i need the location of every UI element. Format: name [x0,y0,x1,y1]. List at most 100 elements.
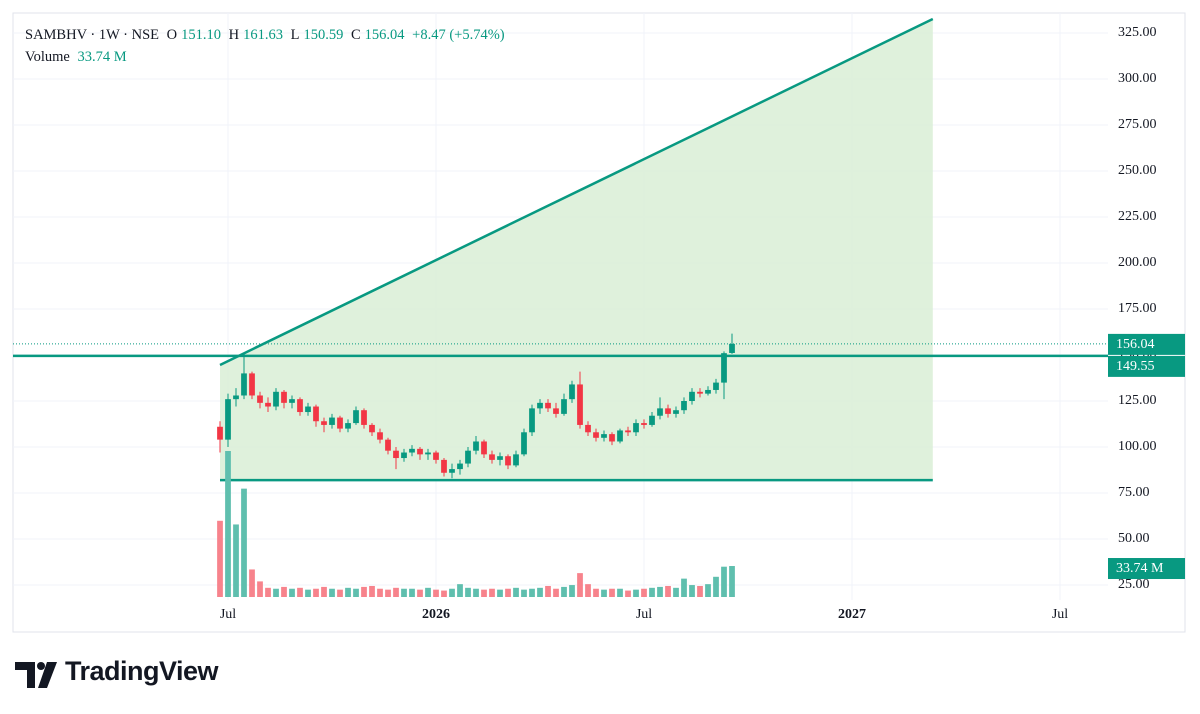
volume-badge: 33.74 M [1116,561,1164,576]
candle-body [217,426,223,440]
ohlc-letter: O [166,27,178,43]
volume-bar [369,585,375,597]
change-value: +8.47 (+5.74%) [412,27,505,43]
volume-bar [657,586,663,597]
candle-body [481,441,487,455]
candle-body [273,391,279,407]
y-tick-label: 100.00 [1118,439,1157,454]
volume-bar [465,587,471,597]
y-tick-label: 50.00 [1118,531,1150,546]
candle-body [449,469,455,473]
y-tick-label: 125.00 [1118,393,1157,408]
volume-bar [409,588,415,597]
volume-bar [345,587,351,597]
volume-bar [705,584,711,597]
candle-body [345,423,351,429]
volume-bar [689,585,695,597]
candle-body [729,343,735,353]
volume-bar [585,584,591,597]
candle-body [665,408,671,414]
hline-badge: 149.55 [1116,359,1155,374]
candle-body [265,402,271,407]
volume-bar [217,520,223,597]
y-tick-label: 225.00 [1118,209,1157,224]
volume-bar [505,588,511,597]
low-value: 150.59 [303,27,344,43]
volume-bar [529,588,535,597]
volume-bar [497,589,503,597]
volume-bar [417,589,423,597]
candle-body [625,430,631,433]
volume-bar [489,588,495,597]
candle-body [249,373,255,396]
candle-body [521,432,527,455]
symbol: SAMBHV · 1W · NSE [25,27,160,43]
candle-body [561,399,567,414]
volume-badge-bg [1108,558,1185,580]
ohlc-letter: L [290,27,300,43]
candle-body [393,450,399,459]
volume-value: 33.74 M [77,49,127,65]
candle-body [281,391,287,403]
x-tick-label: Jul [220,607,236,622]
candle-body [369,424,375,433]
y-tick-label: 175.00 [1118,301,1157,316]
y-tick-label: 200.00 [1118,255,1157,270]
drawings [13,17,1108,482]
volume-bar [241,488,247,597]
volume-bar [641,588,647,597]
candle-body [545,402,551,409]
candle-body [297,399,303,413]
brand: TradingView [65,656,219,686]
candle-body [353,410,359,424]
candle-body [473,441,479,451]
candle-body [577,384,583,425]
candle-body [553,408,559,414]
volume-bar [281,586,287,597]
candle-body [489,454,495,460]
close-badge: 156.04 [1116,337,1155,352]
volume-bar [481,589,487,597]
candle-body [681,401,687,411]
y-tick-label: 75.00 [1118,485,1150,500]
volume-bar [393,587,399,597]
candle-body [465,450,471,464]
volume-title: Volume [25,49,70,65]
price-legend: SAMBHV · 1W · NSE O 151.10 H 161.63 L 150.5… [25,24,509,46]
volume-bar [633,589,639,597]
volume-bar [545,585,551,597]
volume-bar [321,586,327,597]
trend-line [219,17,934,367]
high-value: 161.63 [243,27,283,43]
candle-body [617,430,623,442]
volume-bar [625,590,631,597]
candle-body [673,410,679,414]
candle-body [585,424,591,433]
volume-bar [425,587,431,597]
candle-body [425,452,431,455]
x-tick-label: 2027 [838,607,866,622]
candle-body [601,434,607,438]
volume-bar [249,569,255,597]
volume-bar [649,587,655,597]
candle-body [537,402,543,409]
volume-bar [289,588,295,597]
y-tick-label: 250.00 [1118,163,1157,178]
volume-pane [217,451,735,597]
volume-bar [473,588,479,597]
x-tick-label: Jul [1052,607,1068,622]
candle-body [529,408,535,433]
volume-bar [673,587,679,597]
candle-body [225,399,231,440]
candle-body [713,382,719,390]
candle-body [641,423,647,425]
volume-bar [377,588,383,597]
volume-bar [513,587,519,597]
candle-body [593,432,599,438]
x-tick-label: Jul [636,607,652,622]
volume-bar [601,589,607,597]
volume-bar [313,588,319,597]
candle-body [401,452,407,459]
y-tick-label: 275.00 [1118,117,1157,132]
